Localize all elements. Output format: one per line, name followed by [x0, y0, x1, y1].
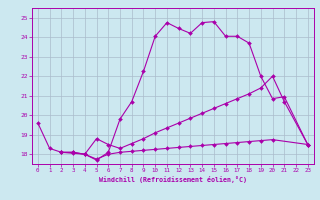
X-axis label: Windchill (Refroidissement éolien,°C): Windchill (Refroidissement éolien,°C) — [99, 176, 247, 183]
